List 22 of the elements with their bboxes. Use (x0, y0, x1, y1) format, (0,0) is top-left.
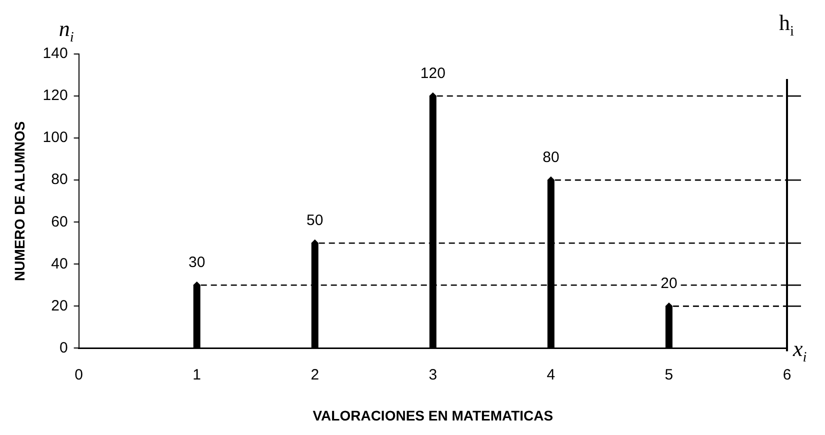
y-tick-label: 140 (42, 45, 68, 62)
data-label: 20 (660, 275, 678, 292)
y-tick-label: 80 (51, 171, 68, 188)
y-axis-title: NUMERO DE ALUMNOS (11, 121, 28, 281)
x-tick-label: 5 (664, 366, 674, 384)
data-label: 80 (542, 149, 560, 166)
data-label: 50 (306, 212, 324, 230)
y-tick-label: 0 (59, 339, 68, 356)
x-tick-label: 2 (310, 366, 320, 384)
x-tick-label: 6 (782, 366, 792, 384)
y-tick-label: 20 (51, 297, 68, 314)
x-tick-label: 0 (74, 366, 83, 384)
x-tick-label: 4 (546, 366, 556, 384)
y-tick-label: 60 (51, 213, 68, 230)
x-tick-label: 3 (428, 366, 438, 384)
data-label: 30 (188, 254, 206, 272)
y-tick-label: 40 (51, 255, 68, 272)
x-axis-title: VALORACIONES EN MATEMATICAS (312, 407, 554, 424)
y-tick-label: 100 (42, 129, 68, 146)
y-tick-label: 120 (42, 87, 68, 104)
data-label: 120 (420, 65, 446, 82)
x-tick-label: 1 (192, 366, 202, 384)
